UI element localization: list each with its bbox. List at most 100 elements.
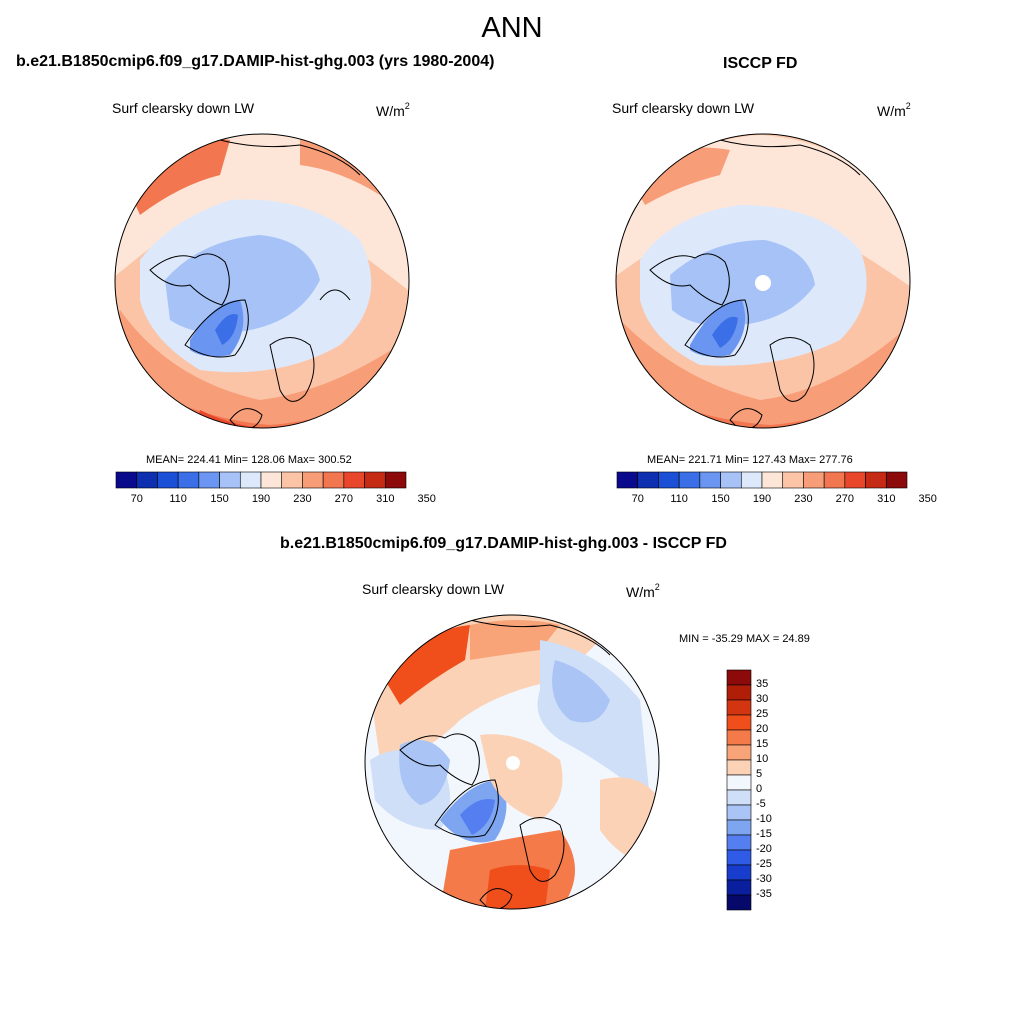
colorbar-tick-label: 150: [711, 493, 730, 505]
map-1-boundary: [114, 133, 410, 429]
colorbar-tick-label: 350: [918, 493, 937, 505]
colorbar-swatch: [726, 849, 752, 866]
colorbar-tick-label: 35: [756, 678, 769, 690]
colorbar-tick-label: 310: [877, 493, 896, 505]
panel-1-units: W/m2: [376, 101, 410, 119]
colorbar-swatch: [823, 471, 846, 489]
map-1-coastlines: [149, 139, 361, 428]
colorbar-tick-label: 190: [752, 493, 772, 505]
colorbar-swatch: [726, 864, 752, 881]
colorbar-tick-label: 110: [169, 493, 187, 505]
panel-2-variable: Surf clearsky down LW: [612, 100, 755, 116]
colorbar-tick-label: 70: [631, 493, 644, 505]
colorbar-swatch: [865, 471, 887, 489]
colorbar-tick-label: 70: [130, 493, 143, 505]
colorbar-swatch: [803, 471, 825, 489]
panel-2-units-base: W/m: [877, 103, 906, 119]
colorbar-tick-label: 190: [251, 493, 271, 505]
colorbar-swatch: [637, 471, 659, 489]
panel-1-units-base: W/m: [376, 103, 405, 119]
colorbar-swatch: [726, 894, 752, 911]
colorbar-swatch: [658, 471, 680, 489]
panel-3-stats: MIN = -35.29 MAX = 24.89: [679, 633, 810, 645]
colorbar-swatch: [177, 471, 200, 489]
colorbar-swatch: [740, 471, 763, 489]
map-1-field: [115, 134, 409, 428]
panel-2-units-exp: 2: [905, 101, 911, 111]
colorbar-tick-label: 270: [835, 493, 855, 505]
colorbar-swatch: [699, 471, 721, 489]
colorbar-swatch: [844, 471, 866, 489]
colorbar-swatch: [239, 471, 262, 489]
colorbar-swatch: [726, 699, 752, 716]
colorbar-tick-label: 110: [670, 493, 688, 505]
colorbar-swatch: [364, 471, 386, 489]
colorbar-tick-label: -5: [756, 798, 766, 810]
colorbar-swatch: [782, 471, 804, 489]
colorbar-tick-label: 230: [794, 493, 813, 505]
panel-1-units-exp: 2: [404, 101, 410, 111]
colorbar-tick-label: -20: [756, 843, 772, 855]
map-3-coastlines: [399, 619, 611, 909]
colorbar-tick-label: 350: [417, 493, 436, 505]
colorbar-2: [616, 471, 908, 489]
colorbar-swatch: [726, 789, 752, 806]
map-3-field: [365, 615, 659, 909]
colorbar-swatch: [157, 471, 179, 489]
panel-3-units-exp: 2: [654, 582, 660, 592]
colorbar-swatch: [136, 471, 158, 489]
colorbar-swatch: [726, 744, 752, 761]
colorbar-swatch: [726, 774, 752, 791]
colorbar-swatch: [726, 714, 752, 731]
colorbar-tick-label: 150: [210, 493, 229, 505]
colorbar-tick-label: -30: [756, 873, 772, 885]
colorbar-tick-label: -35: [756, 888, 772, 900]
colorbar-tick-label: 20: [756, 723, 769, 735]
colorbar-swatch: [678, 471, 701, 489]
colorbar-swatch: [384, 471, 407, 489]
colorbar-swatch: [726, 879, 752, 896]
colorbar-swatch: [115, 471, 138, 489]
page-title: ANN: [481, 12, 543, 44]
map-2-coastlines: [649, 139, 861, 428]
colorbar-tick-label: -10: [756, 813, 772, 825]
colorbar-swatch: [343, 471, 365, 489]
colorbar-tick-label: 15: [756, 738, 769, 750]
panel-1-stats: MEAN= 224.41 Min= 128.06 Max= 300.52: [146, 454, 352, 466]
map-3-boundary: [364, 614, 660, 910]
colorbar-tick-label: -25: [756, 858, 772, 870]
colorbar-swatch: [616, 471, 639, 489]
colorbar-tick-label: 10: [756, 753, 769, 765]
map-2-field: [616, 134, 910, 428]
colorbar-tick-label: -15: [756, 828, 772, 840]
colorbar-1: [115, 471, 407, 489]
panel-3-units: W/m2: [626, 582, 660, 600]
colorbar-swatch: [219, 471, 241, 489]
colorbar-swatch: [322, 471, 345, 489]
colorbar-tick-label: 30: [756, 693, 769, 705]
colorbar-swatch: [720, 471, 742, 489]
panel-3-title: b.e21.B1850cmip6.f09_g17.DAMIP-hist-ghg.…: [280, 535, 727, 552]
map-2-boundary: [615, 133, 911, 429]
colorbar-tick-label: 25: [756, 708, 769, 720]
colorbar-tick-label: 270: [334, 493, 354, 505]
colorbar-swatch: [302, 471, 324, 489]
colorbar-swatch: [761, 471, 784, 489]
colorbar-tick-label: 5: [756, 768, 763, 780]
colorbar-swatch: [726, 759, 752, 776]
panel-2-stats: MEAN= 221.71 Min= 127.43 Max= 277.76: [647, 454, 853, 466]
colorbar-tick-label: 0: [756, 783, 763, 795]
panel-3-variable: Surf clearsky down LW: [362, 581, 505, 597]
colorbar-swatch: [726, 804, 752, 821]
colorbar-tick-label: 230: [293, 493, 312, 505]
panel-1-variable: Surf clearsky down LW: [112, 100, 255, 116]
colorbar-swatch: [281, 471, 303, 489]
colorbar-swatch: [726, 834, 752, 851]
colorbar-swatch: [198, 471, 220, 489]
colorbar-swatch: [260, 471, 283, 489]
colorbar-swatch: [726, 669, 752, 686]
colorbar-swatch: [726, 819, 752, 836]
colorbar-3: [726, 669, 752, 911]
panel-2-units: W/m2: [877, 101, 911, 119]
